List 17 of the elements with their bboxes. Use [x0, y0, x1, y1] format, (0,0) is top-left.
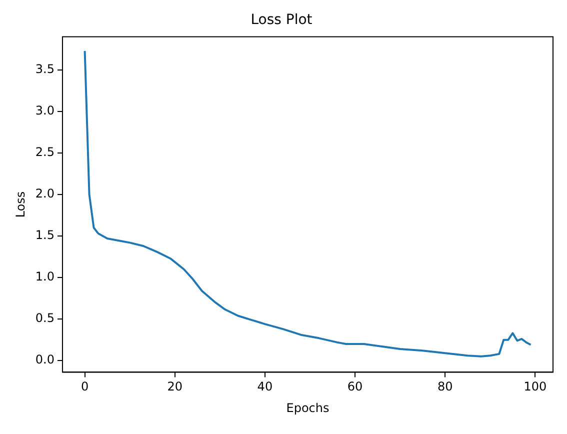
y-axis-title: Loss: [13, 191, 28, 218]
x-tick-label: 60: [347, 380, 363, 394]
y-tick-label: 1.0: [35, 270, 54, 284]
x-tick-label: 80: [437, 380, 453, 394]
x-tick-label: 20: [167, 380, 183, 394]
y-tick-label: 0.0: [35, 352, 54, 367]
y-tick-label: 2.5: [35, 145, 54, 160]
x-tick-label: 40: [257, 380, 273, 394]
y-tick-label: 3.0: [35, 104, 54, 118]
y-tick-label: 1.5: [35, 228, 54, 242]
y-tick-label: 0.5: [35, 311, 54, 326]
y-tick-label: 3.5: [35, 62, 54, 76]
y-tick-label: 2.0: [35, 186, 54, 201]
x-tick-label: 100: [524, 380, 547, 394]
x-axis-title: Epochs: [286, 400, 330, 415]
x-tick-label: 0: [80, 380, 89, 394]
chart-title: Loss Plot: [250, 12, 313, 28]
